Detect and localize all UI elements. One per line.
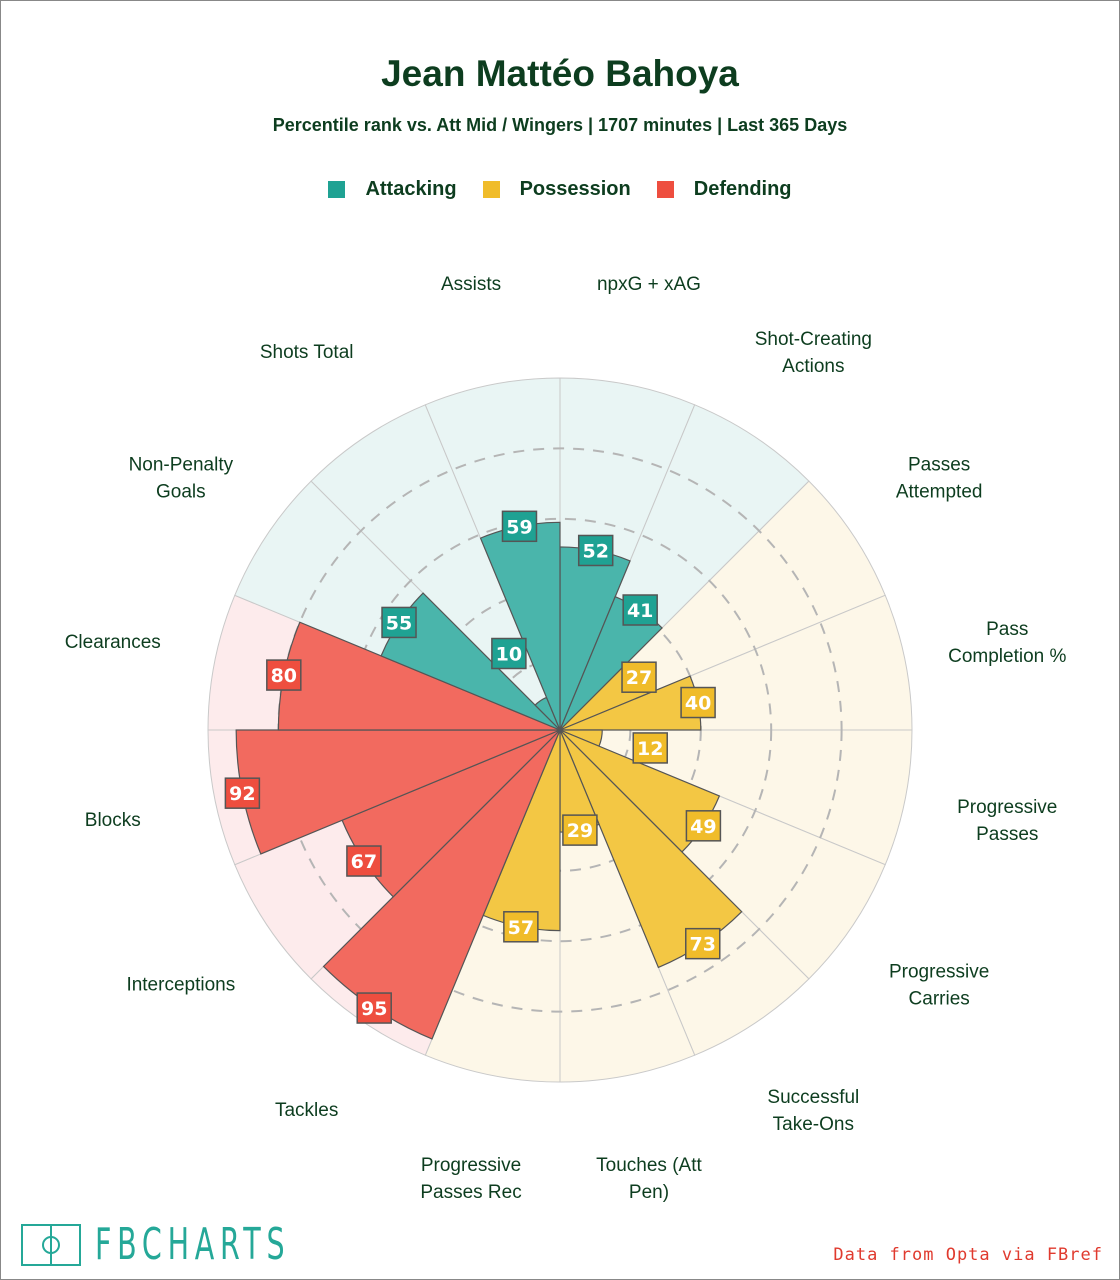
svg-text:95: 95 — [361, 998, 387, 1020]
value-label: 49 — [685, 810, 722, 842]
svg-text:57: 57 — [508, 917, 534, 939]
category-labels: npxG + xAG Shot-Creating Actions Passes Atte… — [65, 274, 1067, 1203]
category-label: Assists — [441, 274, 501, 295]
category-label: Passes Attempted — [896, 455, 983, 503]
chart-title: Jean Mattéo Bahoya — [381, 53, 739, 94]
category-label: Progressive Passes — [957, 797, 1057, 845]
value-label: 59 — [501, 510, 538, 543]
svg-text:41: 41 — [627, 600, 653, 622]
svg-text:55: 55 — [386, 612, 412, 634]
legend-label: Possession — [519, 178, 631, 200]
category-label: Non-Penalty Goals — [129, 455, 234, 503]
legend-swatch — [328, 181, 346, 198]
value-label: 55 — [381, 606, 417, 639]
legend: Attacking Possession Defending — [1, 178, 1119, 201]
category-label: Clearances — [65, 632, 161, 653]
pitch-icon — [21, 1223, 81, 1266]
legend-item-defending: Defending — [656, 178, 792, 201]
category-label: Tackles — [275, 1100, 338, 1121]
value-label: 67 — [346, 845, 382, 877]
value-label: 52 — [577, 534, 614, 567]
category-label: Touches (Att Pen) — [596, 1155, 702, 1203]
category-label: Shot-Creating Actions — [755, 329, 872, 377]
value-label: 40 — [680, 686, 716, 719]
bars — [235, 521, 743, 1040]
category-label: Progressive Passes Rec — [420, 1155, 521, 1203]
value-label: 80 — [266, 659, 302, 691]
value-label: 12 — [632, 732, 668, 764]
svg-text:59: 59 — [506, 516, 532, 538]
value-label: 57 — [503, 911, 539, 943]
legend-item-attacking: Attacking — [328, 178, 457, 201]
legend-item-possession: Possession — [482, 178, 631, 201]
value-label: 41 — [622, 594, 658, 626]
value-label: 10 — [491, 637, 527, 670]
svg-text:29: 29 — [567, 820, 593, 842]
legend-label: Defending — [693, 178, 792, 200]
category-label: Shots Total — [260, 342, 354, 363]
category-label: Progressive Carries — [889, 961, 989, 1009]
logo-text: FBCHARTS — [95, 1219, 291, 1270]
value-label: 73 — [685, 927, 721, 960]
category-label: Successful Take-Ons — [767, 1087, 859, 1135]
svg-text:73: 73 — [690, 934, 716, 956]
value-labels: 52 41 27 40 12 49 73 29 57 95 67 92 80 55 10 59 — [224, 510, 722, 1024]
value-label: 27 — [621, 661, 657, 693]
svg-text:40: 40 — [685, 693, 711, 715]
legend-label: Attacking — [365, 178, 457, 200]
fbcharts-logo: FBCHARTS — [21, 1219, 366, 1270]
svg-text:27: 27 — [626, 667, 652, 689]
value-label: 29 — [562, 814, 598, 846]
category-label: Interceptions — [126, 974, 235, 995]
legend-swatch — [482, 181, 500, 198]
value-label: 95 — [356, 992, 392, 1024]
svg-text:10: 10 — [496, 644, 522, 666]
legend-swatch — [656, 181, 674, 198]
chart-subtitle: Percentile rank vs. Att Mid / Wingers | … — [272, 115, 848, 135]
svg-text:52: 52 — [582, 540, 608, 562]
svg-text:80: 80 — [271, 665, 297, 687]
svg-text:12: 12 — [637, 738, 663, 760]
category-label: Blocks — [85, 810, 141, 831]
svg-text:92: 92 — [229, 783, 255, 805]
svg-text:49: 49 — [690, 816, 716, 838]
category-label: npxG + xAG — [597, 274, 701, 295]
value-label: 92 — [224, 777, 261, 809]
data-credit: Data from Opta via FBref — [833, 1245, 1103, 1265]
category-label: Pass Completion % — [948, 619, 1066, 667]
svg-text:67: 67 — [351, 851, 377, 873]
